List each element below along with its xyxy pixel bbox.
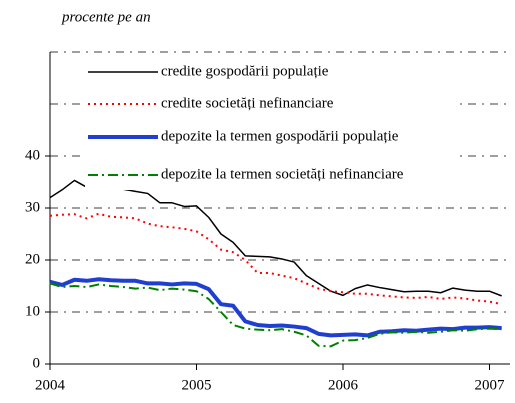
legend-background <box>85 58 460 190</box>
legend-label: credite societăți nefinanciare <box>161 95 334 111</box>
y-tick-label: 10 <box>25 303 40 319</box>
y-tick-label: 30 <box>25 199 40 215</box>
x-tick-label: 2007 <box>474 377 505 393</box>
x-tick-label: 2006 <box>328 377 359 393</box>
legend-label: depozite la termen gospodării populație <box>161 128 399 144</box>
x-tick-label: 2005 <box>181 377 211 393</box>
legend-label: depozite la termen societăți nefinanciar… <box>161 166 404 182</box>
y-tick-label: 0 <box>33 355 41 371</box>
series-line <box>49 212 502 306</box>
legend: credite gospodării populație credite soci… <box>85 58 460 190</box>
y-tick-label: 20 <box>25 251 40 267</box>
series-line <box>49 277 502 338</box>
series-line <box>49 282 502 348</box>
x-tick-label: 2004 <box>35 377 66 393</box>
legend-label: credite gospodării populație <box>161 63 329 79</box>
chart-subtitle: procente pe an <box>61 9 151 25</box>
y-tick-label: 40 <box>25 147 40 163</box>
